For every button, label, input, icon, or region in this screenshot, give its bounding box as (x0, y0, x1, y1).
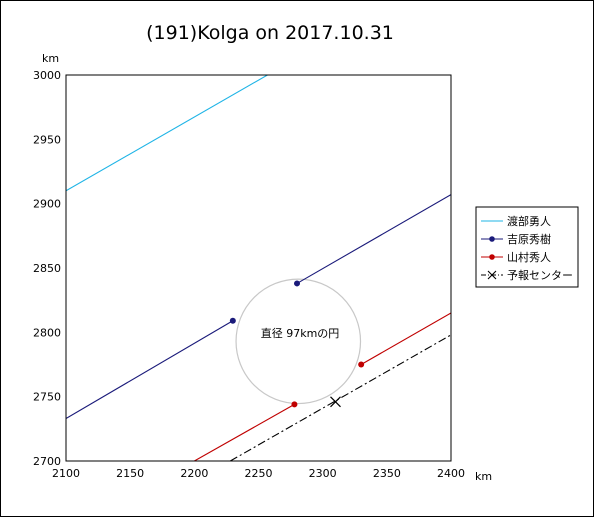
y-tick-label: 2800 (33, 326, 61, 339)
legend-label-2: 山村秀人 (507, 250, 551, 264)
x-tick-label: 2300 (309, 467, 337, 480)
series-2-line-1 (360, 312, 451, 365)
series-0 (66, 75, 268, 192)
x-tick-label: 2400 (437, 467, 465, 480)
y-axis-unit: km (42, 52, 59, 65)
series-1-point (294, 280, 300, 287)
plot-area (66, 75, 451, 461)
legend-label-1: 吉原秀樹 (507, 233, 551, 246)
legend-marker-1 (489, 236, 495, 242)
x-tick-label: 2350 (373, 467, 401, 480)
chart-title: (191)Kolga on 2017.10.31 (146, 22, 394, 44)
y-tick-label: 3000 (33, 69, 61, 82)
series-1 (66, 194, 451, 420)
prediction-cross-marker (330, 396, 341, 408)
y-tick-label: 2850 (33, 262, 61, 275)
series-2-line-0 (194, 403, 295, 461)
plot-border (65, 74, 452, 462)
series-0-line-0 (66, 75, 268, 192)
series-2 (194, 312, 451, 461)
series-3-line-0 (229, 334, 451, 461)
x-axis-unit: km (475, 470, 492, 483)
diameter-circle (235, 278, 362, 405)
legend-marker-2 (489, 254, 495, 260)
tick-labels: 2100 2150 2200 2250 2300 2350 2400 2700 2750 2800… (33, 69, 465, 480)
series-2-point (358, 361, 365, 368)
series-1-line-1 (296, 194, 451, 284)
legend-label-0: 渡部勇人 (507, 214, 551, 228)
x-tick-label: 2150 (116, 467, 144, 480)
series-3 (229, 334, 451, 461)
legend-marker-3 (487, 270, 497, 280)
y-tick-label: 2900 (33, 198, 61, 211)
legend-box (475, 206, 579, 288)
x-tick-label: 2250 (245, 467, 273, 480)
x-tick-label: 2100 (52, 467, 80, 480)
series-1-line-0 (66, 320, 234, 420)
series-1-point (229, 317, 236, 324)
legend-label-3: 予報センター (507, 269, 573, 282)
series-2-point (291, 401, 298, 408)
y-tick-label: 2700 (33, 455, 61, 468)
y-tick-label: 2950 (33, 133, 61, 146)
circle-annotation: 直径 97kmの円 (261, 326, 340, 340)
y-tick-label: 2750 (33, 391, 61, 404)
x-tick-label: 2200 (180, 467, 208, 480)
